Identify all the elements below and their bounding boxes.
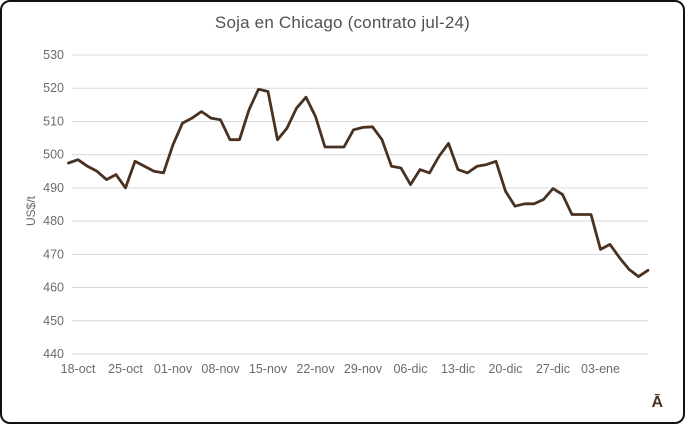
x-tick-label: 06-dic [393,362,427,376]
x-tick-label: 29-nov [344,362,383,376]
y-tick-label: 440 [43,347,64,361]
y-tick-label: 470 [43,247,64,261]
x-tick-label: 08-nov [201,362,240,376]
y-tick-label: 490 [43,181,64,195]
x-tick-label: 25-oct [108,362,143,376]
x-tick-label: 01-nov [154,362,193,376]
x-tick-label: 18-oct [61,362,96,376]
x-tick-label: 20-dic [488,362,522,376]
chart-title: Soja en Chicago (contrato jul-24) [214,13,471,32]
watermark-glyph: Ā [651,394,663,411]
y-tick-label: 500 [43,148,64,162]
y-tick-label: 460 [43,281,64,295]
y-tick-label: 510 [43,114,64,128]
y-tick-label: 520 [43,81,64,95]
price-line [67,87,650,279]
x-tick-label: 22-nov [296,362,335,376]
y-tick-label: 450 [43,314,64,328]
y-tick-label: 480 [43,214,64,228]
x-tick-label: 27-dic [536,362,570,376]
x-tick-label: 13-dic [441,362,475,376]
y-tick-label: 530 [43,48,64,62]
x-tick-label: 03-ene [581,362,620,376]
x-tick-label: 15-nov [249,362,288,376]
